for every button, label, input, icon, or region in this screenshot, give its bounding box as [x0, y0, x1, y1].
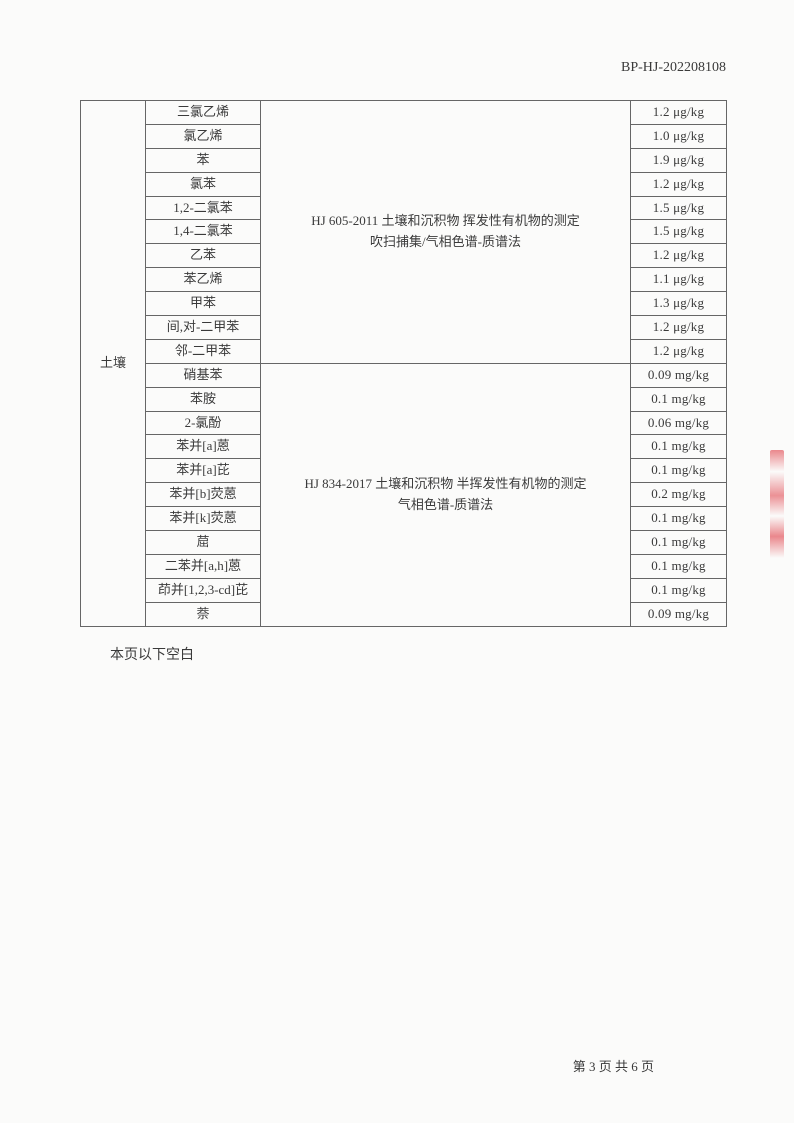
page: BP-HJ-202208108 土壤 三氯乙烯 HJ 605-2011 土壤和沉… — [0, 0, 794, 1123]
value-cell: 1.3 μg/kg — [631, 292, 727, 316]
compound-name: 二苯并[a,h]蒽 — [146, 554, 261, 578]
value-cell: 0.1 mg/kg — [631, 531, 727, 555]
value-cell: 0.06 mg/kg — [631, 411, 727, 435]
value-cell: 1.9 μg/kg — [631, 148, 727, 172]
method-cell: HJ 605-2011 土壤和沉积物 挥发性有机物的测定吹扫捕集/气相色谱-质谱… — [261, 101, 631, 364]
value-cell: 0.1 mg/kg — [631, 387, 727, 411]
value-cell: 1.2 μg/kg — [631, 339, 727, 363]
value-cell: 0.1 mg/kg — [631, 459, 727, 483]
compound-name: 茚并[1,2,3-cd]芘 — [146, 578, 261, 602]
category-cell: 土壤 — [81, 101, 146, 627]
value-cell: 0.09 mg/kg — [631, 602, 727, 626]
value-cell: 0.09 mg/kg — [631, 363, 727, 387]
value-cell: 1.2 μg/kg — [631, 244, 727, 268]
value-cell: 1.0 μg/kg — [631, 124, 727, 148]
data-table-wrap: 土壤 三氯乙烯 HJ 605-2011 土壤和沉积物 挥发性有机物的测定吹扫捕集… — [80, 100, 726, 627]
value-cell: 1.5 μg/kg — [631, 220, 727, 244]
compound-name: 2-氯酚 — [146, 411, 261, 435]
compound-name: 苯并[b]荧蒽 — [146, 483, 261, 507]
value-cell: 0.1 mg/kg — [631, 578, 727, 602]
compound-name: 苯 — [146, 148, 261, 172]
value-cell: 1.2 μg/kg — [631, 101, 727, 125]
compound-name: 乙苯 — [146, 244, 261, 268]
compound-name: 甲苯 — [146, 292, 261, 316]
value-cell: 1.5 μg/kg — [631, 196, 727, 220]
compound-name: 苯并[a]芘 — [146, 459, 261, 483]
value-cell: 0.1 mg/kg — [631, 554, 727, 578]
compound-name: 苯并[k]荧蒽 — [146, 507, 261, 531]
compound-name: 苯胺 — [146, 387, 261, 411]
compound-name: 萘 — [146, 602, 261, 626]
value-cell: 1.1 μg/kg — [631, 268, 727, 292]
compound-name: 苯乙烯 — [146, 268, 261, 292]
value-cell: 0.1 mg/kg — [631, 435, 727, 459]
compound-name: 邻-二甲苯 — [146, 339, 261, 363]
method-cell: HJ 834-2017 土壤和沉积物 半挥发性有机物的测定气相色谱-质谱法 — [261, 363, 631, 626]
value-cell: 0.1 mg/kg — [631, 507, 727, 531]
value-cell: 0.2 mg/kg — [631, 483, 727, 507]
table-row: 硝基苯 HJ 834-2017 土壤和沉积物 半挥发性有机物的测定气相色谱-质谱… — [81, 363, 727, 387]
compound-name: 氯苯 — [146, 172, 261, 196]
red-seal-edge — [770, 450, 784, 570]
compound-name: 三氯乙烯 — [146, 101, 261, 125]
blank-below-note: 本页以下空白 — [110, 644, 194, 664]
compound-name: 1,2-二氯苯 — [146, 196, 261, 220]
value-cell: 1.2 μg/kg — [631, 172, 727, 196]
document-id: BP-HJ-202208108 — [621, 60, 726, 76]
page-number: 第 3 页 共 6 页 — [573, 1056, 654, 1075]
compound-name: 1,4-二氯苯 — [146, 220, 261, 244]
compound-name: 䓛 — [146, 531, 261, 555]
compound-name: 间,对-二甲苯 — [146, 316, 261, 340]
compound-name: 氯乙烯 — [146, 124, 261, 148]
compound-name: 硝基苯 — [146, 363, 261, 387]
value-cell: 1.2 μg/kg — [631, 316, 727, 340]
data-table: 土壤 三氯乙烯 HJ 605-2011 土壤和沉积物 挥发性有机物的测定吹扫捕集… — [80, 100, 727, 627]
compound-name: 苯并[a]蒽 — [146, 435, 261, 459]
table-row: 土壤 三氯乙烯 HJ 605-2011 土壤和沉积物 挥发性有机物的测定吹扫捕集… — [81, 101, 727, 125]
